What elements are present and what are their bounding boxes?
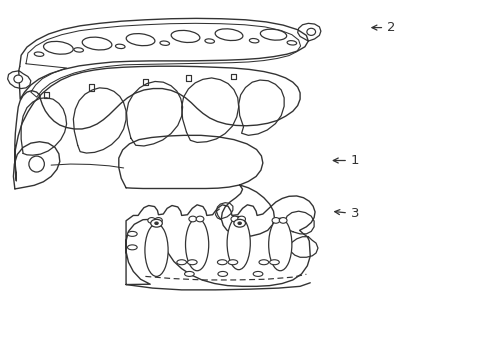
Ellipse shape bbox=[155, 222, 158, 225]
Ellipse shape bbox=[196, 216, 203, 222]
Polygon shape bbox=[230, 74, 235, 79]
Ellipse shape bbox=[150, 219, 162, 227]
Ellipse shape bbox=[14, 75, 22, 83]
Polygon shape bbox=[216, 203, 232, 219]
Polygon shape bbox=[142, 79, 147, 85]
Ellipse shape bbox=[177, 260, 186, 265]
Ellipse shape bbox=[260, 29, 286, 40]
Ellipse shape bbox=[185, 218, 208, 271]
Ellipse shape bbox=[233, 219, 245, 227]
Ellipse shape bbox=[271, 217, 279, 223]
Ellipse shape bbox=[226, 216, 250, 270]
Polygon shape bbox=[73, 88, 126, 153]
Text: 2: 2 bbox=[371, 21, 395, 34]
Ellipse shape bbox=[187, 260, 197, 265]
Polygon shape bbox=[44, 92, 49, 99]
Ellipse shape bbox=[269, 260, 279, 265]
Polygon shape bbox=[15, 66, 300, 181]
Ellipse shape bbox=[127, 231, 137, 237]
Text: 3: 3 bbox=[334, 207, 359, 220]
Ellipse shape bbox=[115, 44, 125, 49]
Ellipse shape bbox=[230, 216, 238, 222]
Polygon shape bbox=[21, 98, 66, 155]
Polygon shape bbox=[126, 81, 182, 146]
Ellipse shape bbox=[204, 39, 214, 43]
Polygon shape bbox=[13, 142, 60, 189]
Polygon shape bbox=[126, 196, 314, 286]
Ellipse shape bbox=[215, 29, 243, 41]
Ellipse shape bbox=[253, 271, 263, 276]
Ellipse shape bbox=[268, 218, 291, 271]
Ellipse shape bbox=[238, 222, 241, 225]
Ellipse shape bbox=[82, 37, 112, 50]
Ellipse shape bbox=[306, 28, 315, 35]
Ellipse shape bbox=[259, 260, 268, 265]
Polygon shape bbox=[238, 80, 284, 135]
Polygon shape bbox=[119, 135, 263, 189]
Ellipse shape bbox=[184, 271, 194, 276]
Ellipse shape bbox=[34, 52, 44, 57]
Polygon shape bbox=[297, 23, 320, 41]
Ellipse shape bbox=[188, 216, 196, 222]
Polygon shape bbox=[89, 84, 94, 91]
Polygon shape bbox=[221, 185, 274, 236]
Polygon shape bbox=[285, 211, 313, 234]
Ellipse shape bbox=[218, 271, 227, 276]
Ellipse shape bbox=[29, 156, 44, 172]
Ellipse shape bbox=[249, 39, 259, 43]
Polygon shape bbox=[19, 18, 308, 99]
Ellipse shape bbox=[227, 260, 237, 265]
Ellipse shape bbox=[126, 33, 155, 46]
Ellipse shape bbox=[74, 48, 83, 52]
Ellipse shape bbox=[217, 260, 226, 265]
Ellipse shape bbox=[237, 216, 245, 222]
Ellipse shape bbox=[43, 41, 73, 54]
Text: 1: 1 bbox=[333, 154, 359, 167]
Ellipse shape bbox=[147, 217, 155, 223]
Polygon shape bbox=[289, 237, 317, 257]
Ellipse shape bbox=[286, 41, 296, 45]
Polygon shape bbox=[181, 78, 238, 143]
Polygon shape bbox=[8, 71, 31, 89]
Ellipse shape bbox=[144, 224, 168, 276]
Ellipse shape bbox=[171, 30, 200, 42]
Polygon shape bbox=[186, 75, 191, 81]
Ellipse shape bbox=[160, 41, 169, 45]
Ellipse shape bbox=[127, 245, 137, 250]
Ellipse shape bbox=[279, 217, 286, 223]
Ellipse shape bbox=[154, 217, 162, 223]
